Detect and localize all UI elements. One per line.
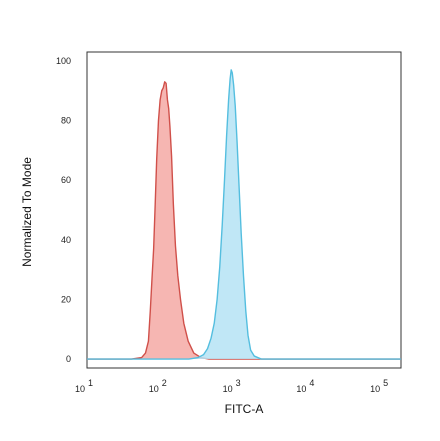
- x-tick-label: 102: [149, 378, 167, 394]
- x-axis-label: FITC-A: [225, 402, 264, 416]
- y-tick-label: 20: [61, 294, 71, 304]
- x-tick-exponent: 2: [162, 378, 167, 388]
- y-tick-label: 0: [66, 354, 71, 364]
- y-tick-label: 60: [61, 175, 71, 185]
- histogram-outline-2: [87, 69, 401, 360]
- x-tick-label: 105: [370, 378, 388, 394]
- x-tick-label: 101: [75, 378, 93, 394]
- x-tick-exponent: 4: [309, 378, 314, 388]
- x-tick-base: 10: [75, 384, 85, 394]
- y-tick-label: 40: [61, 235, 71, 245]
- y-tick-labels: 0 20 40 60 80 100: [56, 56, 71, 364]
- x-tick-base: 10: [223, 384, 233, 394]
- x-tick-label: 104: [296, 378, 314, 394]
- histogram-area-2: [87, 69, 401, 360]
- x-tick-exponent: 1: [88, 378, 93, 388]
- x-tick-exponent: 5: [383, 378, 388, 388]
- histogram-area-1: [87, 81, 401, 360]
- y-tick-label: 100: [56, 56, 71, 66]
- y-axis-label: Normalized To Mode: [20, 157, 34, 267]
- x-tick-base: 10: [296, 384, 306, 394]
- x-tick-exponent: 3: [236, 378, 241, 388]
- x-tick-base: 10: [370, 384, 380, 394]
- plot-frame: [86, 51, 402, 369]
- x-tick-base: 10: [149, 384, 159, 394]
- series-layer: [87, 69, 401, 360]
- x-tick-label: 103: [223, 378, 241, 394]
- y-tick-label: 80: [61, 116, 71, 126]
- histogram-outline-1: [87, 81, 401, 360]
